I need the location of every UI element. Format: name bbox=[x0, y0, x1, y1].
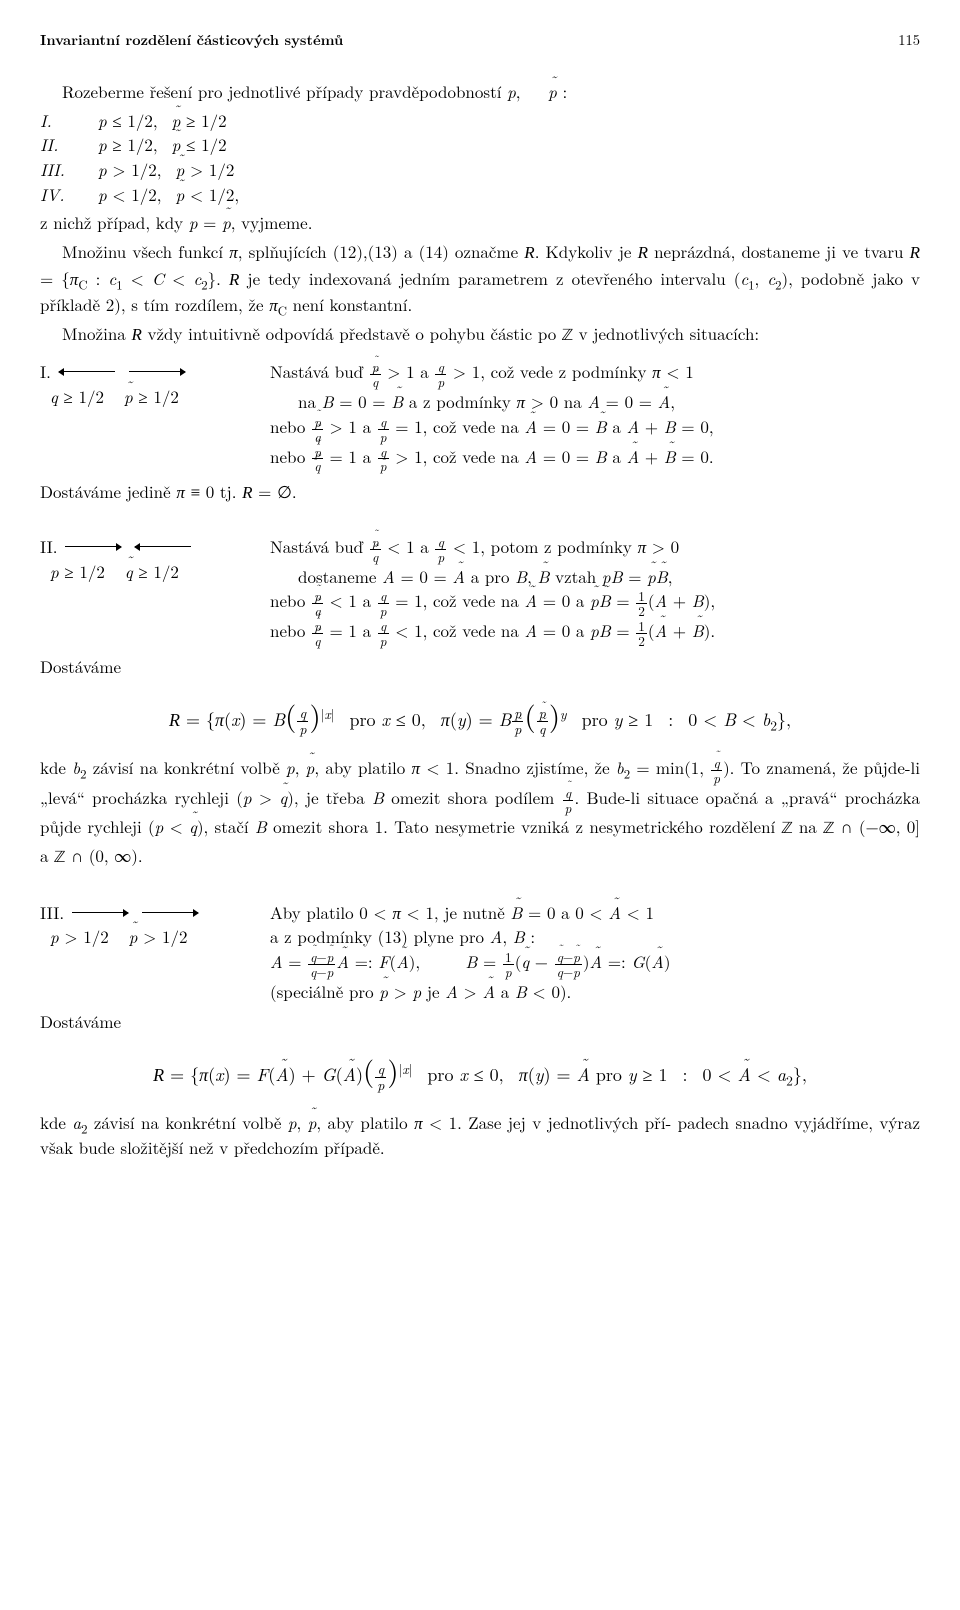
roman-case-list: I. p ≤ 1/2, p ≥ 1/2 II. p ≥ 1/2, p ≤ 1/2… bbox=[40, 108, 920, 207]
arrow-right-icon bbox=[129, 371, 185, 372]
roman-II: II. bbox=[40, 534, 57, 559]
running-title: Invariantní rozdělení částicových systém… bbox=[40, 30, 343, 51]
display-equation-1: R = {π(x) = B(qp)|x| pro x ≤ 0, π(y) = B… bbox=[40, 695, 920, 737]
paragraph-a: Množinu všech funkcí π, splňujících (12)… bbox=[40, 239, 920, 317]
case-cond: p < 1/2, p < 1/2, bbox=[98, 182, 239, 207]
page-number: 115 bbox=[898, 30, 920, 51]
arrow-left-icon bbox=[59, 371, 115, 372]
case-I-right: Nastává buď pq > 1 a qp > 1, což vede z … bbox=[270, 359, 920, 473]
case-III-conclusion: Dostáváme bbox=[40, 1009, 920, 1034]
case-cond: p ≥ 1/2, p ≤ 1/2 bbox=[98, 132, 227, 157]
case-row-III: III. p > 1/2, p > 1/2 bbox=[40, 157, 920, 182]
case-row-II: II. p ≥ 1/2, p ≤ 1/2 bbox=[40, 132, 920, 157]
arrow-left-icon bbox=[135, 546, 191, 547]
case-III-right: Aby platilo 0 < π < 1, je nutně B = 0 a … bbox=[270, 900, 920, 1004]
paragraph-c: kde b2 závisí na konkrétní volbě p, p, a… bbox=[40, 755, 920, 872]
case-I-left: I. q ≥ 1/2 p ≥ 1/2 bbox=[40, 359, 270, 408]
case-III-cond-pt: p > 1/2 bbox=[129, 924, 188, 949]
running-head: Invariantní rozdělení částicových systém… bbox=[40, 30, 920, 51]
case-I-cond-q: q ≥ 1/2 bbox=[50, 384, 104, 409]
arrow-right-icon bbox=[65, 546, 121, 547]
case-II-cond-p: p ≥ 1/2 bbox=[50, 559, 105, 584]
case-II-left: II. p ≥ 1/2 q ≥ 1/2 bbox=[40, 534, 270, 583]
case-III-left: III. p > 1/2 p > 1/2 bbox=[40, 900, 270, 949]
case-row-IV: IV. p < 1/2, p < 1/2, bbox=[40, 182, 920, 207]
case-II-right: Nastává buď pq < 1 a qp < 1, potom z pod… bbox=[270, 534, 920, 648]
arrow-right-icon bbox=[142, 912, 198, 913]
case-I-conclusion: Dostáváme jedině π ≡ 0 tj. R = ∅. bbox=[40, 479, 920, 506]
case-block-II: II. p ≥ 1/2 q ≥ 1/2 Nastává buď pq < 1 a… bbox=[40, 534, 920, 648]
case-I-cond-p: p ≥ 1/2 bbox=[124, 384, 179, 409]
case-II-cond-q: q ≥ 1/2 bbox=[125, 559, 179, 584]
after-cases: z nichž případ, kdy p = p, vyjmeme. bbox=[40, 210, 920, 235]
case-II-conclusion: Dostáváme bbox=[40, 654, 920, 679]
paragraph-d: kde a2 závisí na konkrétní volbě p, p, a… bbox=[40, 1110, 920, 1159]
arrow-right-icon bbox=[72, 912, 128, 913]
case-label: III. bbox=[40, 157, 98, 182]
display-equation-2: R = {π(x) = F(A) + G(A)(qp)|x| pro x ≤ 0… bbox=[40, 1050, 920, 1092]
case-label: IV. bbox=[40, 182, 98, 207]
roman-I: I. bbox=[40, 359, 51, 384]
case-block-I: I. q ≥ 1/2 p ≥ 1/2 Nastává buď pq > 1 a … bbox=[40, 359, 920, 473]
case-III-cond-p: p > 1/2 bbox=[50, 924, 109, 949]
roman-III: III. bbox=[40, 900, 64, 925]
paragraph-b: Množina R vždy intuitivně odpovídá předs… bbox=[40, 321, 920, 350]
case-cond: p ≤ 1/2, p ≥ 1/2 bbox=[98, 108, 227, 133]
case-block-III: III. p > 1/2 p > 1/2 Aby platilo 0 < π <… bbox=[40, 900, 920, 1004]
case-label: II. bbox=[40, 132, 98, 157]
case-label: I. bbox=[40, 108, 98, 133]
case-cond: p > 1/2, p > 1/2 bbox=[98, 157, 234, 182]
page: Invariantní rozdělení částicových systém… bbox=[0, 0, 960, 1610]
